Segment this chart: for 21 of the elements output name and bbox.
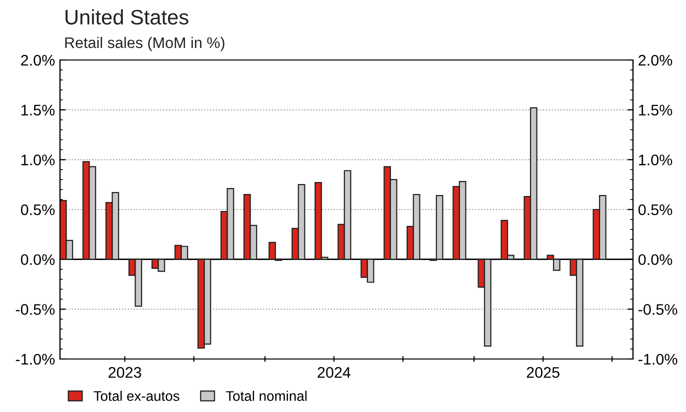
legend-label: Total ex-autos	[94, 390, 180, 401]
y2-tick-label: 2.0%	[638, 54, 672, 66]
chart-subtitle: Retail sales (MoM in %)	[65, 36, 224, 52]
x-tick-label: 2023	[108, 367, 142, 378]
y2-tick-label: 1.5%	[639, 104, 672, 116]
x-tick-label: 2025	[526, 367, 560, 378]
y2-tick-label: 0.0%	[638, 254, 672, 266]
y2-tick-label: -0.5%	[638, 304, 678, 315]
y-tick-label: -0.5%	[16, 304, 55, 315]
y2-tick-label: -1.0%	[638, 354, 678, 365]
y2-tick-label: 1.0%	[639, 154, 672, 166]
y-tick-label: 0.0%	[20, 254, 55, 266]
legend-label: Total nominal	[226, 390, 307, 401]
y-tick-label: 1.0%	[21, 154, 55, 166]
y-tick-label: -1.0%	[16, 354, 55, 365]
y-tick-label: 2.0%	[21, 54, 55, 66]
y2-tick-label: 0.5%	[638, 204, 672, 216]
y-tick-label: 1.5%	[21, 104, 55, 116]
y-tick-label: 0.5%	[20, 204, 55, 216]
chart-title: United States	[66, 9, 188, 25]
x-tick-label: 2024	[318, 367, 350, 378]
